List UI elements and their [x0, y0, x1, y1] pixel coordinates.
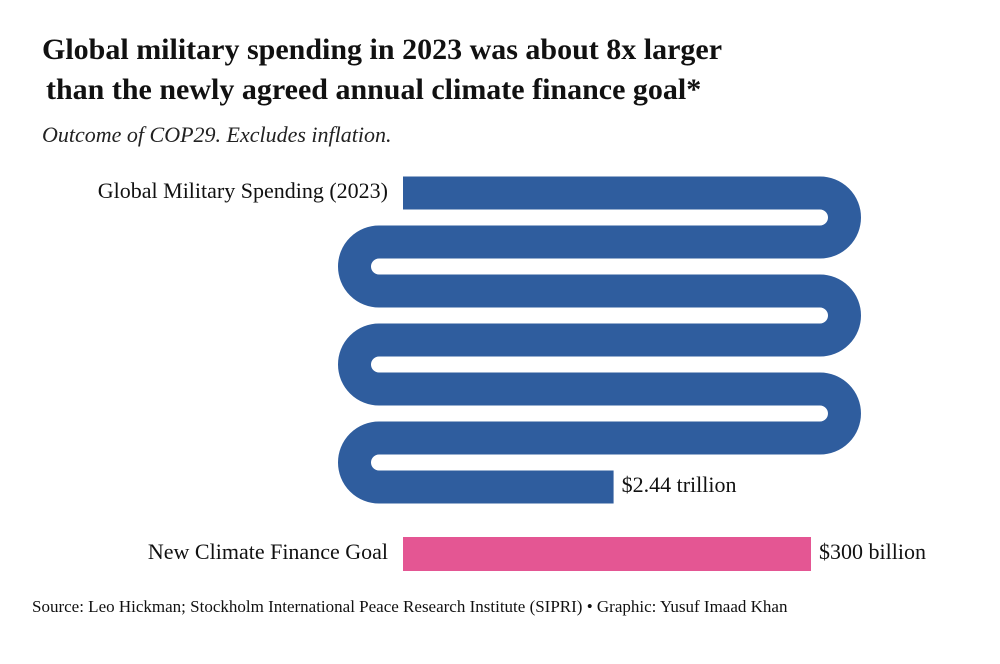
chart-title: Global military spending in 2023 was abo…	[42, 33, 722, 66]
category-label: Global Military Spending (2023)	[98, 178, 388, 203]
value-label: $2.44 trillion	[622, 472, 737, 497]
bar	[403, 537, 811, 571]
bar	[338, 176, 861, 504]
chart-title: than the newly agreed annual climate fin…	[46, 73, 701, 106]
source: Source: Leo Hickman; Stockholm Internati…	[32, 597, 788, 616]
chart-subtitle: Outcome of COP29. Excludes inflation.	[42, 122, 392, 147]
category-label: New Climate Finance Goal	[148, 539, 388, 564]
value-label: $300 billion	[819, 539, 926, 564]
